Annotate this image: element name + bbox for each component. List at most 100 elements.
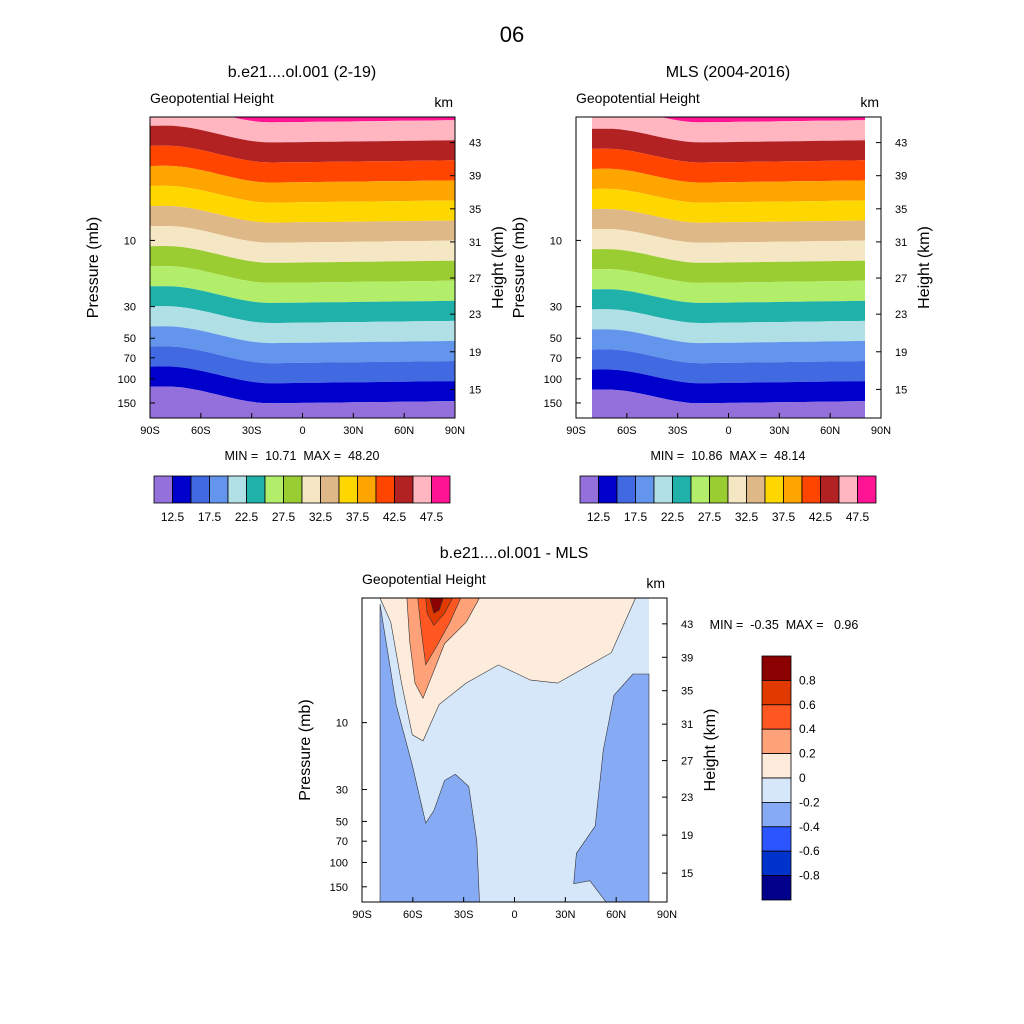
contour-band-14 bbox=[150, 125, 455, 163]
colorbar-label: 12.5 bbox=[587, 510, 611, 524]
colorbar-label: 22.5 bbox=[661, 510, 685, 524]
y-right-tick-label: 31 bbox=[469, 237, 481, 249]
colorbar-label: 0.4 bbox=[799, 722, 816, 736]
colorbar-swatch bbox=[283, 475, 303, 504]
variable-label: Geopotential Height bbox=[150, 90, 274, 106]
colorbar: 0.8 0.6 0.4 0.2 0 -0.2 -0.4 -0.6 -0.8 bbox=[761, 655, 820, 901]
colorbar-swatch bbox=[783, 475, 803, 504]
y-tick-label: 30 bbox=[550, 302, 562, 314]
x-tick-label: 30N bbox=[555, 909, 575, 921]
contour-band-7 bbox=[150, 266, 455, 303]
x-tick-label: 30S bbox=[668, 425, 688, 437]
contour-band-7 bbox=[592, 269, 865, 303]
colorbar-swatch bbox=[579, 475, 599, 504]
y-right-tick-label: 23 bbox=[681, 792, 693, 804]
x-tick-label: 90S bbox=[140, 425, 160, 437]
colorbar-label: 0.6 bbox=[799, 698, 816, 712]
colorbar-swatch bbox=[635, 475, 655, 504]
colorbar-swatch bbox=[690, 475, 710, 504]
contour-band-3 bbox=[150, 346, 455, 384]
colorbar-label: 12.5 bbox=[161, 510, 185, 524]
y-tick-label: 70 bbox=[336, 836, 348, 848]
colorbar-swatch bbox=[246, 475, 266, 504]
colorbar-swatch bbox=[761, 826, 792, 852]
contour-band-2 bbox=[150, 366, 455, 404]
colorbar-swatch bbox=[431, 475, 451, 504]
x-tick-label: 60S bbox=[403, 909, 423, 921]
colorbar-swatch bbox=[761, 850, 792, 877]
x-tick-label: 30N bbox=[769, 425, 789, 437]
y-tick-label: 100 bbox=[118, 374, 136, 386]
colorbar-label: 42.5 bbox=[809, 510, 833, 524]
colorbar-label: 0.2 bbox=[799, 747, 816, 761]
chart-panel-3: b.e21....ol.001 - MLS Geopotential Height… bbox=[297, 545, 858, 921]
colorbar-label: -0.2 bbox=[799, 795, 820, 809]
y-tick-label: 10 bbox=[124, 235, 136, 247]
colorbar-label: -0.4 bbox=[799, 820, 820, 834]
colorbar-swatch bbox=[209, 475, 229, 504]
contour-band-8 bbox=[592, 249, 865, 283]
colorbar-swatch bbox=[761, 875, 792, 901]
contour-band-10 bbox=[150, 205, 455, 243]
contour-band-neg1-right bbox=[573, 673, 650, 903]
contour-band-5 bbox=[592, 309, 865, 344]
y-right-tick-label: 43 bbox=[469, 138, 481, 150]
colorbar-swatch bbox=[761, 704, 792, 730]
colorbar-label: 17.5 bbox=[624, 510, 648, 524]
colorbar-swatch bbox=[412, 475, 432, 504]
colorbar-swatch bbox=[801, 475, 821, 504]
y-right-tick-label: 35 bbox=[681, 686, 693, 698]
contour-band-9 bbox=[592, 229, 865, 263]
contour-band-16 bbox=[592, 117, 865, 123]
colorbar-swatch bbox=[227, 475, 247, 504]
y-right-tick-label: 23 bbox=[469, 309, 481, 321]
colorbar-label: 22.5 bbox=[235, 510, 259, 524]
contour-band-1 bbox=[150, 386, 455, 418]
colorbar-swatch bbox=[672, 475, 692, 504]
y-tick-label: 150 bbox=[330, 882, 348, 894]
x-tick-label: 60N bbox=[394, 425, 414, 437]
y-right-tick-label: 27 bbox=[469, 273, 481, 285]
colorbar: 12.5 17.5 22.5 27.5 32.5 37.5 42.5 47.5 bbox=[579, 475, 877, 524]
colorbar-swatch bbox=[190, 475, 210, 504]
y-right-tick-label: 27 bbox=[895, 273, 907, 285]
y-right-tick-label: 43 bbox=[895, 138, 907, 150]
contour-band-12 bbox=[592, 168, 865, 203]
contour-band-13 bbox=[592, 148, 865, 183]
contour-band-3 bbox=[592, 349, 865, 384]
colorbar-swatch bbox=[598, 475, 618, 504]
colorbar-swatch bbox=[357, 475, 377, 504]
contour-band-16 bbox=[150, 117, 455, 123]
x-tick-label: 60N bbox=[606, 909, 626, 921]
y-tick-label: 50 bbox=[336, 816, 348, 828]
y-right-axis-title: Height (km) bbox=[490, 226, 507, 309]
contour-band-12 bbox=[150, 165, 455, 203]
contour-band-10 bbox=[592, 208, 865, 243]
colorbar-swatch bbox=[761, 728, 792, 755]
min-max-text: MIN = 10.86 MAX = 48.14 bbox=[651, 449, 806, 463]
x-tick-label: 60N bbox=[820, 425, 840, 437]
panel-title: b.e21....ol.001 (2-19) bbox=[228, 64, 377, 81]
colorbar-swatch bbox=[172, 475, 192, 504]
colorbar-label: 47.5 bbox=[420, 510, 444, 524]
y-tick-label: 100 bbox=[330, 857, 348, 869]
variable-label: Geopotential Height bbox=[362, 571, 486, 587]
units-label: km bbox=[646, 575, 665, 591]
colorbar: 12.5 17.5 22.5 27.5 32.5 37.5 42.5 47.5 bbox=[153, 475, 451, 524]
contour-band-2 bbox=[592, 369, 865, 404]
colorbar-swatch bbox=[153, 475, 173, 504]
colorbar-label: 0.8 bbox=[799, 673, 816, 687]
colorbar-label: 37.5 bbox=[346, 510, 370, 524]
y-right-tick-label: 19 bbox=[469, 347, 481, 359]
contour-band-15 bbox=[150, 117, 455, 143]
chart-panel-2: MLS (2004-2016) Geopotential Height km 90S 6… bbox=[511, 64, 933, 524]
x-tick-label: 60S bbox=[191, 425, 211, 437]
contour-band-11 bbox=[592, 188, 865, 223]
colorbar-swatch bbox=[761, 802, 792, 828]
colorbar-swatch bbox=[761, 753, 792, 779]
x-tick-label: 90S bbox=[352, 909, 372, 921]
x-tick-label: 90N bbox=[445, 425, 465, 437]
x-tick-label: 30S bbox=[242, 425, 262, 437]
y-right-tick-label: 35 bbox=[469, 204, 481, 216]
colorbar-swatch bbox=[616, 475, 636, 504]
